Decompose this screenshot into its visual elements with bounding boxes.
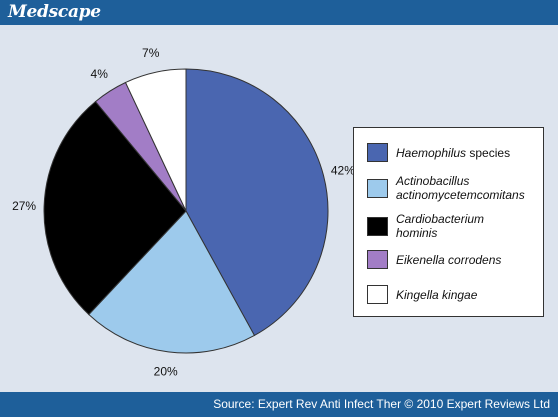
slice-value-label: 42% <box>331 164 355 178</box>
slice-value-label: 20% <box>154 365 178 379</box>
chart-legend: Haemophilus species Actinobacillus actin… <box>353 127 544 317</box>
slice-value-label: 4% <box>91 67 109 81</box>
pie-slice <box>124 68 187 212</box>
pie-slice <box>88 210 256 354</box>
legend-swatch <box>367 285 388 304</box>
footer-bar: Source: Expert Rev Anti Infect Ther © 20… <box>0 392 558 417</box>
legend-label: Kingella kingae <box>396 287 478 302</box>
legend-label: Haemophilus species <box>396 145 511 160</box>
header-bar: Medscape <box>0 0 558 25</box>
legend-item-kingella: Kingella kingae <box>367 285 477 304</box>
slice-value-label: 7% <box>142 46 160 60</box>
legend-swatch <box>367 216 388 236</box>
legend-item-cardiobacterium: Cardiobacterium hominis <box>367 212 517 240</box>
slice-value-label: 27% <box>12 199 36 213</box>
legend-item-actinobacillus: Actinobacillus actinomycetemcomitans <box>367 174 537 202</box>
brand-logo: Medscape <box>8 2 101 22</box>
legend-label: Actinobacillus actinomycetemcomitans <box>396 174 525 202</box>
legend-label: Cardiobacterium hominis <box>396 212 485 240</box>
pie-slice <box>43 100 187 316</box>
legend-item-haemophilus: Haemophilus species <box>367 143 510 162</box>
legend-item-eikenella: Eikenella corrodens <box>367 250 501 269</box>
legend-swatch <box>367 178 388 198</box>
pie-chart: 42% 20% 27% 4% 7% <box>12 46 355 379</box>
legend-label: Eikenella corrodens <box>396 252 502 267</box>
pie-slice <box>185 68 329 337</box>
legend-swatch <box>367 143 388 162</box>
source-caption: Source: Expert Rev Anti Infect Ther © 20… <box>213 397 550 411</box>
legend-swatch <box>367 250 388 269</box>
